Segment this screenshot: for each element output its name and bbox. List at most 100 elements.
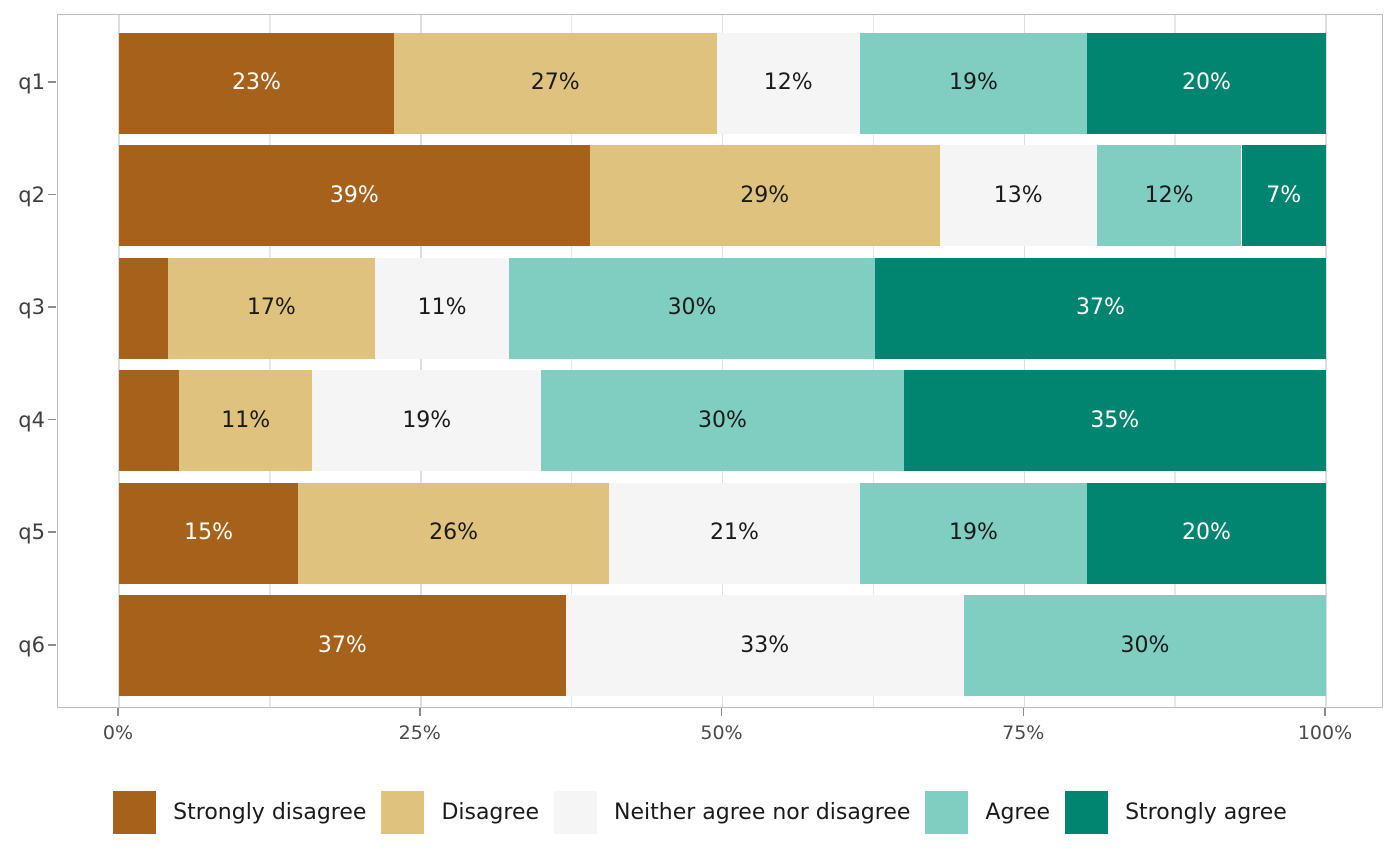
bar-value-label: 7%: [1266, 182, 1302, 208]
bar-value-label: 12%: [1144, 182, 1194, 208]
bar-value-label: 30%: [1120, 632, 1170, 658]
bar-value-label: 20%: [1182, 520, 1231, 546]
bar-value-label: 27%: [530, 70, 580, 95]
major-gridline: [721, 15, 724, 707]
y-axis-tick: [48, 531, 56, 533]
bar-segment: 29%: [589, 145, 940, 247]
bar-segment: 19%: [859, 482, 1087, 584]
legend-label: Disagree: [441, 800, 540, 825]
bar-value-label: 37%: [317, 632, 367, 658]
bar-value-label: 30%: [698, 407, 747, 433]
bar-value-label: 11%: [221, 407, 271, 433]
legend-swatch: [381, 791, 425, 834]
legend-swatch: [554, 791, 598, 834]
legend-swatch: [113, 791, 157, 834]
legend-item: Agree: [925, 791, 1050, 834]
y-axis-label-q2: q2: [18, 182, 45, 207]
x-axis-label: 25%: [398, 722, 441, 744]
plot-panel: 23% 27% 12% 19% 20% 39% 29% 13% 12% 7% 17% 11% 30% 37…: [57, 14, 1383, 708]
bar-segment: 33%: [565, 595, 964, 697]
bar-segment: 37%: [874, 257, 1326, 359]
minor-gridline: [1174, 15, 1176, 707]
major-gridline: [1023, 15, 1025, 707]
y-axis-tick: [48, 193, 56, 196]
legend-item: Strongly agree: [1065, 791, 1287, 834]
y-axis-tick: [48, 306, 56, 308]
legend-item: Disagree: [381, 791, 539, 834]
major-gridline: [420, 15, 422, 707]
minor-gridline: [872, 15, 875, 707]
legend-item: Strongly disagree: [113, 791, 366, 834]
y-axis-label-q3: q3: [18, 295, 45, 320]
y-axis-label-q4: q4: [18, 407, 45, 432]
x-axis-tick: [1022, 708, 1024, 716]
bar-segment: 12%: [1096, 145, 1242, 247]
bar-segment: 30%: [509, 257, 875, 359]
bar-segment: 20%: [1086, 482, 1326, 584]
x-axis-label: 75%: [1002, 722, 1045, 744]
legend-swatch: [925, 791, 969, 834]
y-axis-tick: [48, 644, 56, 646]
x-axis-label: 50%: [700, 722, 743, 744]
bar-segment: 30%: [963, 595, 1326, 697]
bar-row-q2: 39% 29% 13% 12% 7%: [58, 145, 1382, 247]
bar-segment: 35%: [903, 370, 1326, 472]
bar-value-label: 11%: [417, 295, 467, 321]
bar-segment: 37%: [119, 595, 566, 697]
bar-value-label: 23%: [231, 70, 281, 95]
bar-segment: 23%: [119, 32, 394, 134]
bar-value-label: 26%: [429, 520, 479, 546]
bar-row-q5: 15% 26% 21% 19% 20%: [58, 482, 1382, 584]
bar-segment: 11%: [179, 370, 313, 472]
bar-segment: 27%: [393, 32, 717, 134]
bar-row-q6: 37% 33% 30%: [58, 595, 1382, 697]
bar-segment: 30%: [541, 370, 904, 472]
major-gridline: [1325, 15, 1327, 707]
x-axis-label: 100%: [1297, 722, 1353, 744]
y-axis-label-q6: q6: [18, 632, 45, 657]
bar-segment: 39%: [119, 145, 590, 247]
minor-gridline: [570, 15, 573, 707]
bar-value-label: 19%: [948, 70, 998, 95]
bar-segment: 19%: [312, 370, 542, 472]
x-axis-tick: [419, 708, 421, 716]
y-axis-tick: [48, 418, 56, 421]
bar-row-q1: 23% 27% 12% 19% 20%: [58, 32, 1382, 134]
bar-value-label: 20%: [1182, 70, 1231, 95]
bar-segment: 12%: [716, 32, 860, 134]
bar-value-label: 19%: [402, 407, 452, 433]
bar-segment: 11%: [375, 257, 510, 359]
legend-swatch: [1065, 791, 1109, 834]
bar-value-label: 19%: [948, 520, 998, 546]
bar-value-label: 13%: [993, 182, 1043, 208]
bar-value-label: 29%: [740, 182, 790, 208]
bar-segment: 7%: [1241, 145, 1326, 247]
bar-value-label: 30%: [667, 295, 717, 321]
bar-row-q4: 11% 19% 30% 35%: [58, 370, 1382, 472]
bar-value-label: 17%: [246, 295, 296, 321]
legend-label: Agree: [985, 800, 1051, 825]
legend-label: Strongly agree: [1125, 800, 1287, 825]
bar-value-label: 35%: [1090, 407, 1140, 433]
bar-row-q3: 17% 11% 30% 37%: [58, 257, 1382, 359]
bar-segment: [119, 370, 180, 472]
bar-segment: 21%: [608, 482, 860, 584]
x-axis-tick: [1324, 708, 1326, 716]
legend-item: Neither agree nor disagree: [554, 791, 910, 834]
bar-segment: 26%: [298, 482, 609, 584]
bar-value-label: 12%: [763, 70, 813, 95]
bar-segment: [119, 257, 168, 359]
legend: Strongly disagree Disagree Neither agree n…: [0, 791, 1400, 834]
bar-segment: 15%: [119, 482, 299, 584]
x-axis-tick: [117, 708, 119, 716]
bar-segment: 20%: [1086, 32, 1326, 134]
x-axis-tick: [720, 708, 723, 716]
bar-segment: 19%: [859, 32, 1087, 134]
bar-value-label: 37%: [1075, 295, 1125, 321]
bar-value-label: 15%: [184, 520, 234, 546]
bar-segment: 13%: [939, 145, 1097, 247]
x-axis-label: 0%: [102, 722, 134, 744]
legend-label: Neither agree nor disagree: [614, 800, 911, 825]
bar-segment: 17%: [167, 257, 376, 359]
